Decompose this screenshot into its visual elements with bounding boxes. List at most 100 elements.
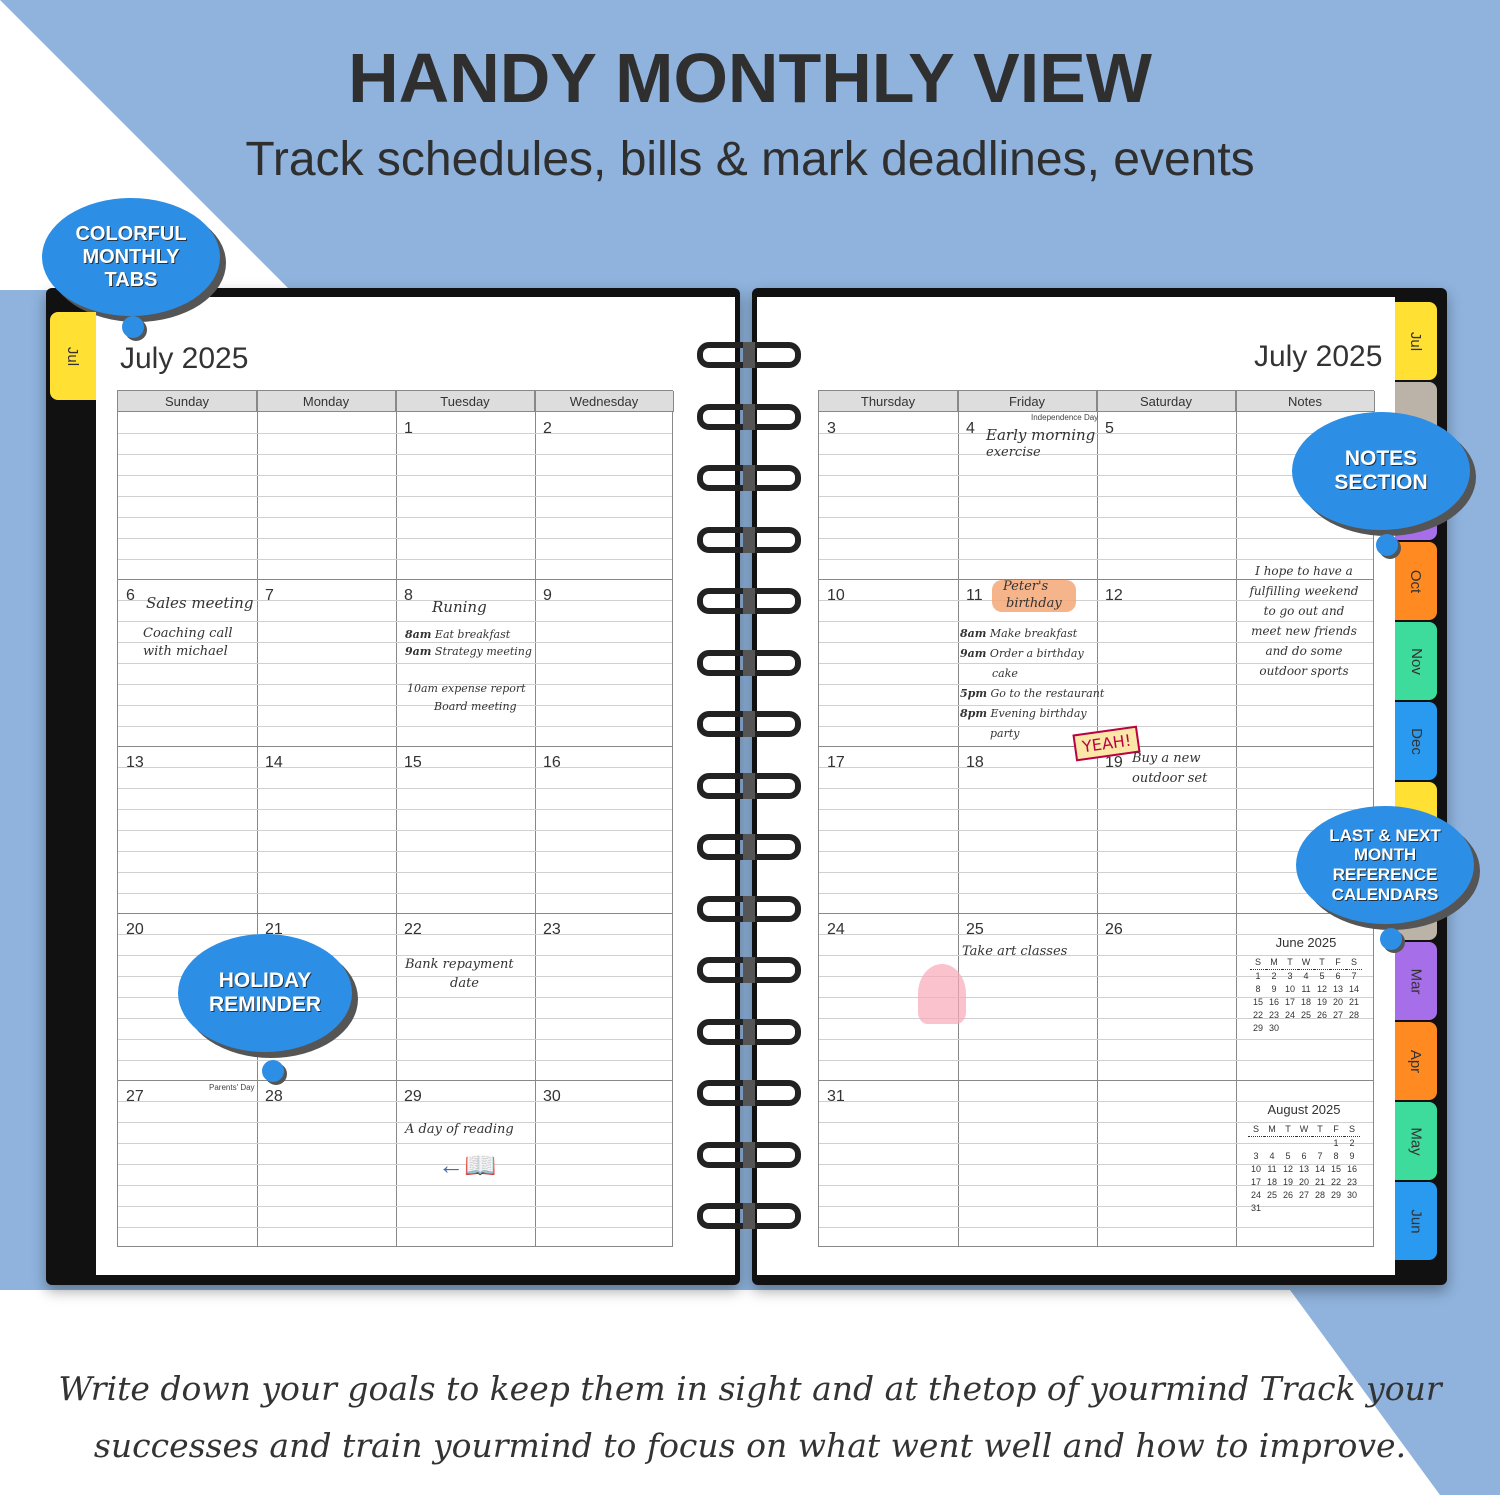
ruled-line	[819, 600, 1373, 601]
ruled-line	[118, 830, 672, 831]
note: Coaching call	[143, 626, 233, 641]
left-page	[96, 297, 735, 1275]
spiral-ring	[697, 403, 801, 430]
spiral-ring	[697, 1018, 801, 1045]
month-tab[interactable]: Mar	[1395, 942, 1437, 1020]
mini-calendar-week: 31	[1248, 1201, 1360, 1214]
weekday: T	[1282, 956, 1298, 970]
ruled-line	[819, 559, 1373, 560]
note: Peter's	[1003, 579, 1049, 594]
mini-day: 22	[1330, 1176, 1341, 1187]
day-number: 9	[543, 587, 552, 604]
ruled-line	[118, 684, 672, 685]
column-header: Notes	[1236, 391, 1375, 412]
mini-day: 31	[1250, 1202, 1261, 1213]
mini-day: 23	[1346, 1176, 1357, 1187]
mini-day: 11	[1301, 983, 1311, 994]
mini-day: 4	[1269, 1150, 1275, 1161]
ruled-line	[118, 454, 672, 455]
notes-line: fulfilling weekend	[1249, 584, 1359, 598]
ruled-line	[819, 934, 1373, 935]
day-number: 18	[966, 754, 984, 771]
tab-label: Nov	[1407, 647, 1425, 675]
mini-day: 19	[1316, 996, 1327, 1007]
ruled-line	[819, 475, 1373, 476]
day-number: 2	[543, 420, 552, 437]
ruled-line	[118, 872, 672, 873]
column-divider	[958, 391, 959, 1246]
mini-calendar-week: 15 16 17 18 19 20 21	[1250, 995, 1362, 1008]
mini-day: 3	[1287, 970, 1293, 981]
ruled-line	[118, 559, 672, 560]
day-number: 20	[126, 921, 144, 938]
callout-notes-section: NOTES SECTION	[1292, 412, 1470, 556]
mini-day: 6	[1301, 1150, 1307, 1161]
note: Strategy meeting	[434, 645, 532, 658]
month-tab[interactable]: Jul	[1395, 302, 1437, 380]
mini-day: 10	[1250, 1163, 1261, 1174]
spiral-ring	[697, 711, 801, 737]
day-number: 30	[543, 1088, 561, 1105]
note: cake	[992, 667, 1018, 680]
weekday: M	[1266, 956, 1282, 970]
mini-calendar-week: 17 18 19 20 21 22 23	[1248, 1175, 1360, 1188]
weekday: F	[1330, 956, 1346, 970]
mini-day: 30	[1346, 1189, 1357, 1200]
ruled-line	[819, 454, 1373, 455]
month-tab[interactable]: May	[1395, 1102, 1437, 1180]
month-tab[interactable]: Apr	[1395, 1022, 1437, 1100]
column-header: Friday	[958, 391, 1097, 412]
ruled-line	[118, 538, 672, 539]
week-divider	[118, 746, 672, 747]
mini-calendar-week: 10 11 12 13 14 15 16	[1248, 1162, 1360, 1175]
mini-day: 27	[1332, 1009, 1343, 1020]
month-tab[interactable]: Nov	[1395, 622, 1437, 700]
mini-day	[1264, 1201, 1280, 1214]
ruled-line	[118, 600, 672, 601]
mini-day: 21	[1348, 996, 1359, 1007]
note-time: 8am	[960, 627, 987, 640]
note: 10am expense report	[407, 682, 526, 695]
month-tab[interactable]: Oct	[1395, 542, 1437, 620]
weekday: S	[1250, 956, 1266, 970]
mini-day	[1280, 1136, 1296, 1149]
spiral-ring	[697, 1203, 801, 1229]
weekday: S	[1344, 1123, 1360, 1137]
note-time: 9am	[405, 645, 432, 658]
spiral-ring	[697, 1080, 801, 1106]
weekday: T	[1312, 1123, 1328, 1137]
mini-day: 13	[1332, 983, 1343, 994]
tab-jul-left[interactable]: Jul	[50, 312, 96, 400]
mini-day: 8	[1333, 1150, 1339, 1161]
mini-day: 9	[1271, 983, 1277, 994]
right-page	[757, 297, 1395, 1275]
month-tab[interactable]: Dec	[1395, 702, 1437, 780]
highlight-mark	[992, 580, 1076, 612]
mini-day	[1330, 1021, 1346, 1034]
ruled-line	[819, 809, 1373, 810]
mini-day: 12	[1316, 983, 1327, 994]
tab-label: Dec	[1407, 727, 1425, 755]
ruled-line	[118, 621, 672, 622]
ruled-line	[819, 663, 1373, 664]
mini-day: 7	[1317, 1150, 1323, 1161]
mini-day: 22	[1252, 1009, 1263, 1020]
note: party	[990, 727, 1020, 740]
mini-day: 27	[1298, 1189, 1309, 1200]
mini-day: 30	[1268, 1022, 1279, 1033]
tab-label: Apr	[1407, 1049, 1425, 1073]
mini-day: 19	[1282, 1176, 1293, 1187]
mini-day: 16	[1346, 1163, 1357, 1174]
note: Evening birthday	[990, 707, 1087, 720]
day-number: 7	[265, 587, 274, 604]
mini-day: 14	[1314, 1163, 1325, 1174]
day-number: 29	[404, 1088, 422, 1105]
mini-day: 6	[1335, 970, 1341, 981]
mini-day	[1280, 1201, 1296, 1214]
column-header: Thursday	[819, 391, 958, 412]
callout-colorful-tabs: COLORFUL MONTHLY TABS	[42, 198, 220, 338]
ruled-line	[819, 1143, 1373, 1144]
month-tab[interactable]: Jun	[1395, 1182, 1437, 1260]
note: Runing	[432, 598, 487, 616]
